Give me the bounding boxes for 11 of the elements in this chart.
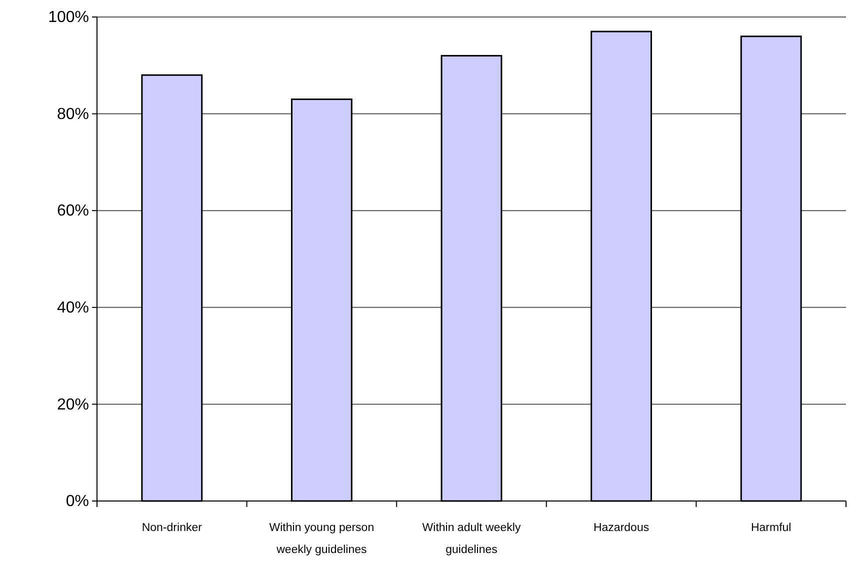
x-tick-label: Within young person weekly guidelines — [269, 522, 374, 556]
x-tick-label: Non-drinker — [142, 522, 202, 534]
y-tick-label: 0% — [66, 493, 89, 510]
y-tick-label: 100% — [48, 9, 89, 26]
y-tick-label: 40% — [56, 300, 89, 317]
y-tick-label: 60% — [56, 202, 89, 220]
x-tick-label: Harmful — [750, 522, 792, 534]
y-tick-label: 20% — [56, 396, 89, 414]
y-tick-label: 80% — [56, 106, 89, 123]
x-tick-label: Within adult weekly guidelines — [422, 522, 521, 556]
x-tick-label: Hazardous — [593, 522, 650, 534]
